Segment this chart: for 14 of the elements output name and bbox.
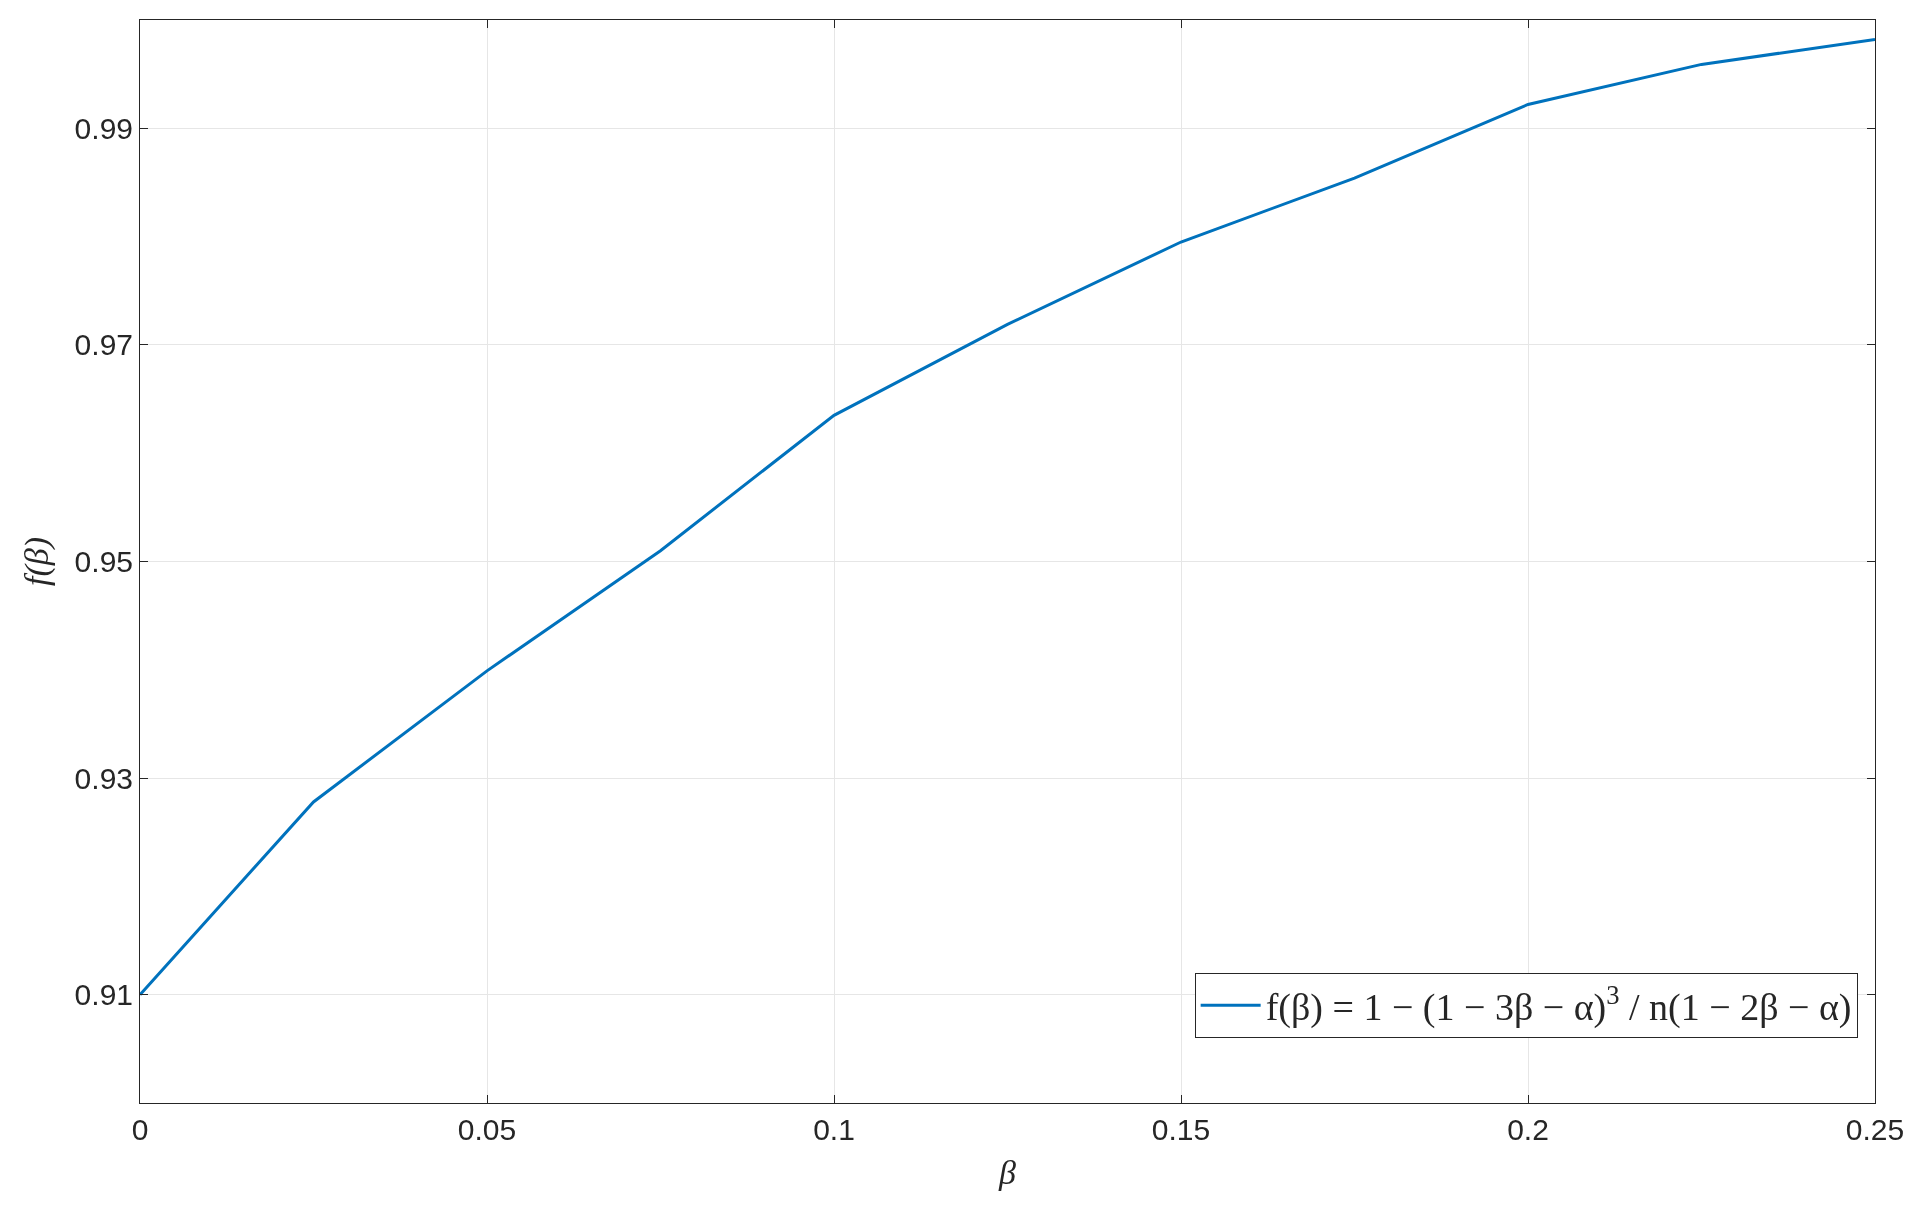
x-tick-label: 0	[131, 1113, 149, 1146]
y-tick-label: 0.99	[74, 111, 133, 145]
y-tick-label: 0.97	[74, 328, 133, 362]
legend-label: f(β) = 1 − (1 − 3β − α)$^{3}$ / n(1 − 2β − α)	[1265, 980, 1852, 1030]
y-tick-label: 0.95	[74, 545, 133, 578]
x-tick-label: 0.25	[1845, 1113, 1905, 1146]
y-tick-label: 0.93	[74, 761, 133, 795]
x-tick-label: 0.2	[1507, 1113, 1549, 1146]
y-tick-label: 0.91	[74, 978, 133, 1012]
x-axis-title: β	[998, 1154, 1017, 1192]
y-axis-title: f(β)	[18, 536, 57, 587]
x-tick-label: 0.05	[457, 1113, 517, 1146]
x-tick-label: 0.1	[813, 1113, 855, 1146]
x-tick-label: 0.15	[1151, 1113, 1211, 1146]
